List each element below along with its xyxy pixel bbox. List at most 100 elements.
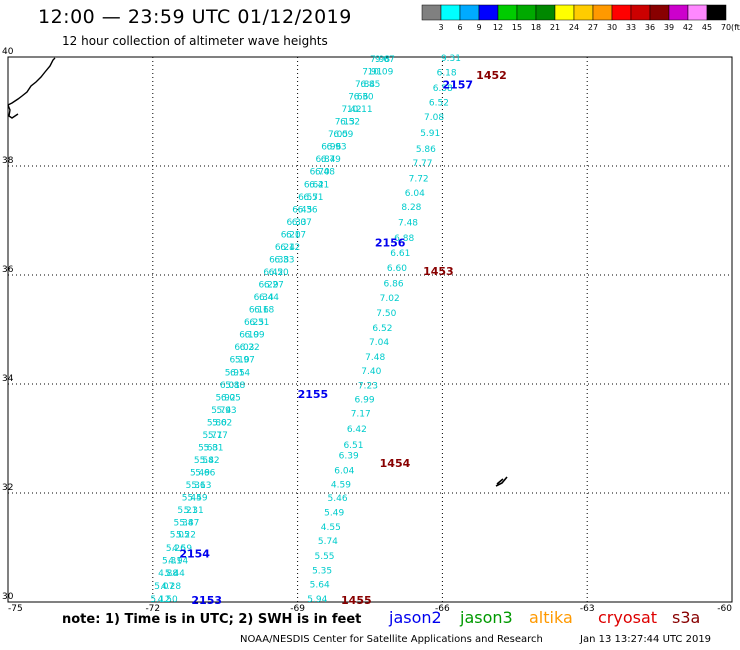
legend-altika: altika — [529, 608, 573, 627]
wave-height-value: 6.12 — [280, 243, 300, 253]
wave-height-value: 6.16 — [249, 306, 269, 316]
coastline-outline — [7, 57, 56, 119]
wave-height-value: 6.18 — [254, 306, 274, 316]
colorbar-swatch — [592, 4, 613, 21]
wave-height-value: 6.09 — [333, 130, 353, 140]
y-tick-label: 36 — [2, 265, 14, 275]
colorbar-label: 36 — [645, 23, 655, 32]
wave-height-value: 5.47 — [179, 519, 199, 529]
wave-height-value: 5.31 — [184, 506, 204, 516]
wave-height-value: 5.44 — [182, 494, 202, 504]
pass-number-label: 1453 — [423, 265, 454, 278]
wave-height-value: 5.74 — [211, 406, 231, 416]
wave-height-value: 5.66 — [195, 469, 215, 479]
wave-height-value: 10.09 — [368, 67, 394, 77]
colorbar-label: 24 — [569, 23, 579, 32]
wave-height-value: 5.35 — [312, 567, 332, 577]
wave-height-value: 6.84 — [315, 155, 335, 165]
wave-height-value: 6.07 — [292, 218, 312, 228]
wave-height-value: 6.70 — [310, 168, 330, 178]
wave-height-value: 7.13 — [335, 118, 355, 128]
wave-height-value: 4.88 — [158, 569, 178, 579]
wave-height-value: 6.22 — [240, 343, 260, 353]
wave-height-value: 6.44 — [259, 293, 279, 303]
pass-number-label: 1452 — [476, 69, 507, 82]
wave-height-value: 6.45 — [292, 205, 312, 215]
wave-height-value: 5.49 — [190, 469, 210, 479]
wave-height-value: 6.42 — [263, 268, 283, 278]
wave-height-value: 6.38 — [269, 255, 289, 265]
colorbar-swatch — [459, 4, 480, 21]
island-outline — [495, 476, 508, 487]
wave-height-value: 7.23 — [358, 381, 378, 391]
wave-height-value: 6.85 — [360, 80, 380, 90]
wave-height-value: 5.81 — [203, 443, 223, 453]
wave-height-value: 5.55 — [314, 552, 334, 562]
colorbar-label: 33 — [626, 23, 636, 32]
wave-height-value: 6.09 — [245, 331, 265, 341]
wave-height-value: 6.36 — [298, 205, 318, 215]
wave-height-value: 5.49 — [324, 508, 344, 518]
wave-height-value: 9.67 — [375, 55, 395, 65]
x-tick-label: -75 — [8, 604, 23, 614]
pass-number-label: 2156 — [375, 237, 406, 250]
wave-height-value: 6.34 — [254, 293, 274, 303]
colorbar-swatch — [630, 4, 651, 21]
wave-height-value: 5.12 — [150, 595, 170, 605]
wave-height-value: 5.58 — [194, 456, 214, 466]
wave-height-value: 4.50 — [158, 595, 178, 605]
wave-height-value: 6.52 — [340, 118, 360, 128]
colorbar-label: 30 — [607, 23, 617, 32]
y-tick-label: 38 — [2, 156, 14, 166]
wave-height-value: 5.59 — [188, 494, 208, 504]
wave-height-value: 6.05 — [221, 393, 241, 403]
wave-height-value: 6.50 — [269, 268, 289, 278]
x-tick-label: -66 — [435, 604, 450, 614]
wave-height-value: 6.39 — [339, 452, 359, 462]
colorbar-label: 3 — [438, 23, 443, 32]
colorbar-swatch — [535, 4, 556, 21]
wave-height-value: 5.63 — [198, 443, 218, 453]
wave-height-value: 5.26 — [166, 544, 186, 554]
wave-height-value: 6.99 — [355, 396, 375, 406]
colorbar-swatch — [706, 4, 727, 21]
wave-height-value: 6.25 — [244, 318, 264, 328]
wave-height-value: 7.72 — [409, 174, 429, 184]
wave-height-value: 6.10 — [230, 356, 250, 366]
wave-height-value: 7.48 — [365, 353, 385, 363]
colorbar-unit: (ft) — [731, 23, 740, 32]
wave-height-value: 7.84 — [355, 80, 375, 90]
wave-height-value: 6.48 — [315, 168, 335, 178]
wave-height-value: 6.57 — [298, 193, 318, 203]
wave-height-value: 6.88 — [394, 234, 414, 244]
colorbar-swatch — [573, 4, 594, 21]
wave-height-value: 6.42 — [347, 425, 367, 435]
legend-jason2: jason2 — [389, 608, 442, 627]
wave-height-value: 6.52 — [429, 99, 449, 109]
wave-height-value: 6.41 — [309, 180, 329, 190]
colorbar-swatch — [687, 4, 708, 21]
wave-height-value: 5.62 — [212, 418, 232, 428]
legend-jason3: jason3 — [460, 608, 513, 627]
generated-timestamp: Jan 13 13:27:44 UTC 2019 — [580, 634, 712, 645]
wave-height-value: 7.42 — [342, 105, 362, 115]
wave-height-value: 7.17 — [351, 410, 371, 420]
colorbar-swatch — [554, 4, 575, 21]
wave-height-value: 6.79 — [321, 155, 341, 165]
wave-height-value: 5.94 — [307, 595, 327, 605]
colorbar-label: 42 — [683, 23, 693, 32]
wave-height-value: 7.98 — [370, 55, 390, 65]
footnote: note: 1) Time is in UTC; 2) SWH is in fe… — [62, 612, 362, 627]
pass-number-label: 2157 — [442, 79, 473, 92]
wave-height-value: 6.24 — [275, 243, 295, 253]
colorbar-label: 39 — [664, 23, 674, 32]
colorbar-label: 70 — [721, 23, 731, 32]
wave-height-value: 6.18 — [437, 69, 457, 79]
y-tick-label: 30 — [2, 592, 14, 602]
pass-number-label: 2155 — [298, 388, 329, 401]
colorbar-label: 21 — [550, 23, 560, 32]
plot-frame — [7, 56, 733, 603]
pass-number-label: 2153 — [191, 594, 222, 607]
wave-height-value: 6.96 — [321, 143, 341, 153]
